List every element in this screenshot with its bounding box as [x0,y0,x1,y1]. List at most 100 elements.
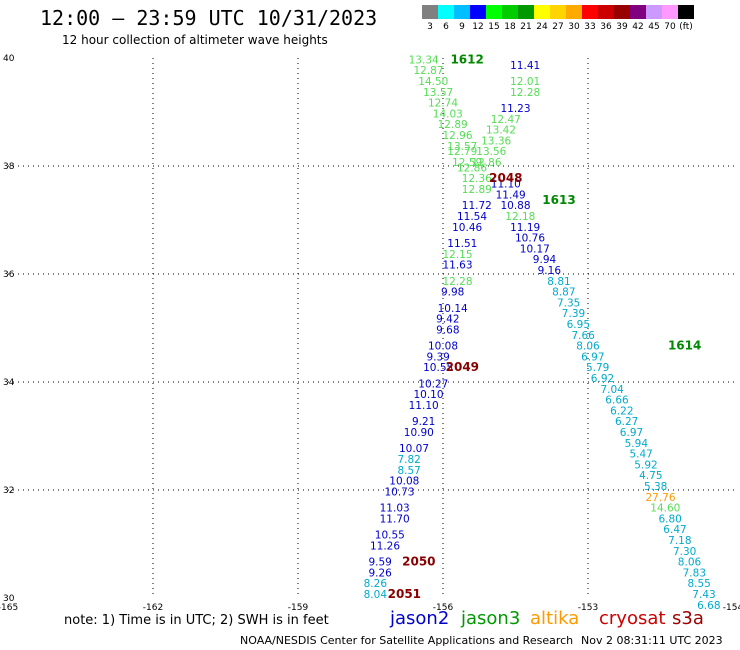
data-point-label: 9.59 [368,557,391,569]
colorbar-labels: 3 6 9 12 15 18 21 24 27 30 33 36 39 42 45 70 (ft) [422,22,694,32]
data-point-label: 6.27 [615,416,638,428]
colorbar-label: 24 [536,22,548,32]
data-point-label: 9.16 [538,265,562,277]
data-point-label: 7.43 [692,589,715,601]
data-point-label: 6.22 [610,405,633,417]
track-label: 2049 [446,360,479,374]
x-tick-label: -159 [288,603,309,613]
timestamp: Nov 2 08:31:11 UTC 2023 [581,634,723,647]
x-tick-label: -156 [433,603,454,613]
data-point-label: 11.26 [370,540,400,552]
colorbar-label: 21 [520,22,532,32]
data-point-label: 7.04 [600,384,624,396]
data-point-label: 11.49 [496,189,526,201]
legend-jason3: jason3 [461,608,521,629]
data-point-label: 12.36 [462,173,492,185]
data-point-label: 12.86 [457,162,487,174]
data-point-label: 14.60 [650,503,680,515]
data-point-label: 12.59 [452,157,482,169]
note-text: note: 1) Time is in UTC; 2) SWH is in fe… [64,613,329,628]
data-point-label: 6.97 [620,427,643,439]
data-point-label: 7.82 [397,454,420,466]
track-label: 2051 [388,587,421,601]
colorbar-label: 12 [472,22,484,32]
colorbar-swatch [582,5,598,19]
data-point-label: 5.92 [634,459,657,471]
track-label: 2050 [402,555,435,569]
legend-cryosat: cryosat [599,608,666,629]
data-point-label: 13.34 [409,54,439,66]
data-point-label: 7.66 [571,330,595,342]
data-point-label: 10.08 [389,476,419,488]
data-point-label: 9.42 [436,314,459,326]
data-point-label: 10.90 [404,427,434,439]
data-point-label: 10.07 [399,443,429,455]
data-point-label: 9.98 [441,287,464,299]
data-point-label: 11.03 [380,503,410,515]
data-point-label: 6.92 [591,373,614,385]
colorbar-swatch [486,5,502,19]
colorbar-label: 39 [616,22,628,32]
data-point-label: 8.87 [552,287,575,299]
data-point-label: 11.70 [380,513,410,525]
data-point-label: 10.27 [418,378,448,390]
data-point-label: 10.46 [452,222,482,234]
data-point-label: 12.01 [510,76,540,88]
colorbar-swatch [502,5,518,19]
legend-s3a: s3a [672,608,704,629]
colorbar-label: 6 [443,22,449,32]
data-point-label: 10.55 [375,530,405,542]
data-point-label: 9.26 [368,567,392,579]
legend-altika: altika [530,608,580,629]
colorbar-swatch [438,5,454,19]
data-point-label: 10.55 [423,362,453,374]
y-tick-label: 40 [3,54,15,64]
data-point-label: 14.50 [418,76,448,88]
data-point-label: 11.51 [447,238,477,250]
colorbar-swatch [630,5,646,19]
x-tick-label: -154 [723,603,740,613]
data-point-label: 5.47 [629,449,652,461]
data-point-label: 10.88 [500,200,530,212]
data-point-label: 5.94 [625,438,649,450]
colorbar-label: 45 [648,22,660,32]
data-point-label: 12.47 [491,114,521,126]
data-point-label: 13.56 [476,146,506,158]
colorbar-label: 15 [488,22,500,32]
credit-text: NOAA/NESDIS Center for Satellite Applica… [240,634,574,647]
data-point-label: 7.18 [668,535,691,547]
data-point-label: 6.95 [567,319,590,331]
data-point-label: 11.23 [500,103,530,115]
data-point-label: 8.04 [364,589,388,601]
data-point-label: 12.15 [442,249,472,261]
data-point-label: 5.38 [644,481,667,493]
colorbar-swatch [470,5,486,19]
data-point-label: 7.35 [557,297,580,309]
data-point-label: 12.89 [462,184,492,196]
data-point-label: 13.57 [447,141,477,153]
data-point-label: 7.30 [673,546,696,558]
colorbar-label: 36 [600,22,612,32]
colorbar [422,5,694,21]
data-point-label: 12.28 [442,276,472,288]
data-point-label: 8.81 [547,276,570,288]
data-point-label: 12.28 [510,87,540,99]
data-point-label: 11.54 [457,211,487,223]
colorbar-swatch [454,5,470,19]
data-point-label: 12.79 [447,146,477,158]
data-point-label: 8.06 [678,557,702,569]
data-point-label: 6.47 [663,524,686,536]
data-point-label: 11.41 [510,60,540,72]
chart-title: 12:00 – 23:59 UTC 10/31/2023 [40,6,378,30]
y-tick-label: 32 [3,486,14,496]
data-point-label: 11.19 [510,222,540,234]
data-point-label: 10.10 [413,389,443,401]
data-point-label: 12.89 [438,119,468,131]
data-point-label: 13.42 [486,125,516,137]
data-point-label: 8.06 [576,341,600,353]
data-point-label: 9.94 [533,254,557,266]
colorbar-label: 33 [584,22,596,32]
data-point-label: 7.39 [562,308,585,320]
track-label: 1612 [450,52,483,66]
data-point-label: 11.63 [442,260,472,272]
